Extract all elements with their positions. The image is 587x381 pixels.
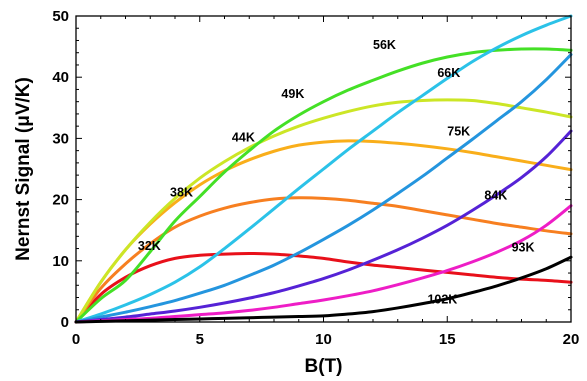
series-label-93K: 93K xyxy=(512,241,535,255)
x-tick-label: 20 xyxy=(563,331,580,348)
series-label-32K: 32K xyxy=(138,239,161,253)
series-label-56K: 56K xyxy=(373,38,396,52)
y-tick-label: 0 xyxy=(61,314,69,331)
series-line-38K xyxy=(74,196,573,324)
series-label-49K: 49K xyxy=(281,87,304,101)
series-line-32K xyxy=(74,251,573,324)
series-line-66K xyxy=(74,14,573,324)
series-line-49K xyxy=(74,98,573,324)
x-axis-title: B(T) xyxy=(305,356,343,377)
y-tick-label: 20 xyxy=(52,192,69,209)
series-line-56K xyxy=(74,47,573,324)
y-axis-title: Nernst Signal (μV/K) xyxy=(13,77,34,261)
series-line-44K xyxy=(74,139,573,324)
series-labels: 32K 38K 44K 49K 56K 66K 75K 84K 93K 102K xyxy=(138,38,535,307)
x-tick-label: 10 xyxy=(315,331,332,348)
x-tick-label: 0 xyxy=(72,331,80,348)
series-line-102K xyxy=(74,255,573,324)
y-tick-label: 10 xyxy=(52,253,69,270)
x-tick-label: 15 xyxy=(439,331,456,348)
series-line-84K xyxy=(74,129,573,324)
series-label-38K: 38K xyxy=(170,186,193,200)
series-label-44K: 44K xyxy=(232,130,255,144)
series-line-75K xyxy=(74,53,573,324)
y-tick-label: 30 xyxy=(52,130,69,147)
series-label-66K: 66K xyxy=(437,66,460,80)
series-lines xyxy=(74,14,573,324)
series-label-84K: 84K xyxy=(484,189,507,203)
x-tick-label: 5 xyxy=(196,331,204,348)
axis-ticks: 0 5 10 15 20 0 10 20 30 40 50 xyxy=(52,8,579,348)
series-label-75K: 75K xyxy=(447,124,470,138)
y-tick-label: 40 xyxy=(52,69,69,86)
series-line-93K xyxy=(74,204,573,324)
y-tick-label: 50 xyxy=(52,8,69,25)
series-label-102K: 102K xyxy=(427,293,457,307)
